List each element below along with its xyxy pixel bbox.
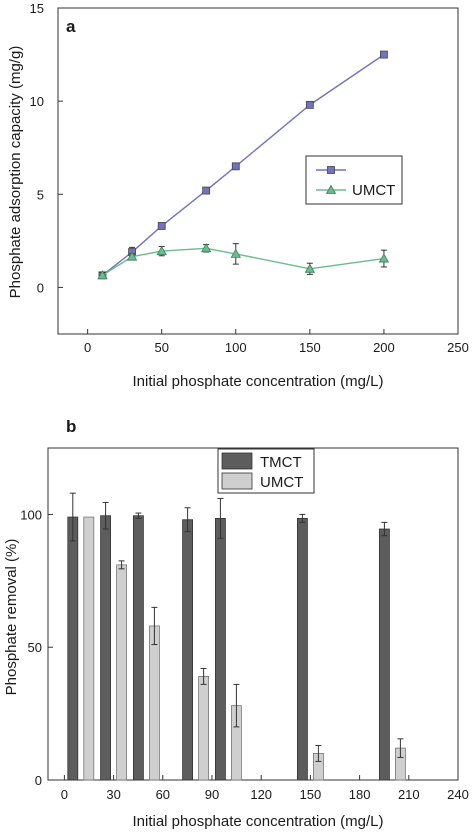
panel-b-ylabel: Phosphate removal (%) [3,539,20,696]
panel-b-bar-tmct [132,515,144,781]
panel-a-point-triangle [200,242,212,253]
panel-b-legend-swatch [221,472,253,490]
panel-b-legend: TMCT UMCT [217,448,315,494]
panel-a-line-chart: a Initial phosphate concentration (mg/L)… [7,1,469,390]
panel-a-legend-marker-triangle [325,184,337,194]
panel-a-point-square [202,186,211,195]
panel-b-xlabel: Initial phosphate concentration (mg/L) [133,813,384,830]
panel-b-xtick-label: 150 [300,787,322,802]
panel-b-bar-umct [116,564,127,781]
panel-b-bar-tmct [67,516,79,781]
panel-a-point-square [157,222,166,230]
panel-a-xtick-label: 50 [154,340,168,355]
panel-a-legend-box [305,155,403,205]
panel-b-ytick-label: 100 [20,507,42,522]
panel-a-point-triangle [156,245,167,256]
panel-a-point-square [380,50,388,59]
panel-a-point-triangle [230,248,241,258]
panel-a-letter: a [66,17,76,36]
panel-b-xtick-label: 0 [61,787,68,802]
panel-b-plot-frame [47,447,459,781]
panel-b-xtick-label: 180 [349,787,371,802]
panel-a-point-triangle [97,270,108,280]
panel-a-plot-frame [57,7,459,335]
panel-b-xtick-label: 60 [156,787,170,802]
panel-b-bar-umct [148,625,160,781]
panel-b-xtick-label: 210 [398,787,420,802]
panel-a-xtick-label: 150 [299,340,321,355]
panel-a-point-square [231,162,240,171]
panel-a-xtick-label: 250 [447,340,469,355]
panel-b-ytick-label: 50 [28,640,42,655]
panel-b-letter: b [66,417,76,436]
panel-b-bar-chart: b Initial phosphate concentration (mg/L)… [3,417,469,830]
panel-b-bar-tmct [214,517,226,781]
panel-b-bar-tmct [100,515,111,781]
panel-b-bar-umct [83,516,95,781]
panel-a-xtick-label: 0 [84,340,91,355]
panel-a-ytick-label: 15 [30,1,44,16]
panel-a-series-line-1 [102,247,385,276]
panel-b-xtick-label: 30 [106,787,120,802]
panel-b-xtick-label: 90 [205,787,219,802]
panel-b-bar-tmct [296,517,308,781]
panel-b-legend-label: UMCT [260,474,303,491]
panel-b-bar-umct [198,676,210,781]
panel-b-legend-swatch [221,452,253,470]
panel-a-legend-marker-square [327,166,335,174]
panel-b-ytick-label: 0 [35,773,42,788]
panel-a-legend: UMCT [305,155,403,205]
panel-a-point-square [305,100,314,109]
panel-b-bar-tmct [378,528,390,781]
panel-a-legend-label: UMCT [352,182,395,199]
panel-b-xtick-label: 120 [250,787,272,802]
panel-a-ytick-label: 10 [30,94,44,109]
panel-a-point-triangle [304,263,316,273]
panel-b-legend-label: TMCT [260,454,302,471]
panel-b-bar-tmct [182,519,194,781]
panel-b-xtick-label: 240 [447,787,469,802]
panel-a-point-triangle [378,253,390,263]
panel-a-point-triangle [126,251,138,261]
panel-a-xtick-label: 100 [225,340,247,355]
panel-a-xlabel: Initial phosphate concentration (mg/L) [133,373,384,390]
panel-a-ytick-label: 5 [37,187,44,202]
panel-a-ytick-label: 0 [37,280,44,295]
panel-a-ylabel: Phosphate adsorption capacity (mg/g) [7,46,24,299]
panel-a-xtick-label: 200 [373,340,395,355]
